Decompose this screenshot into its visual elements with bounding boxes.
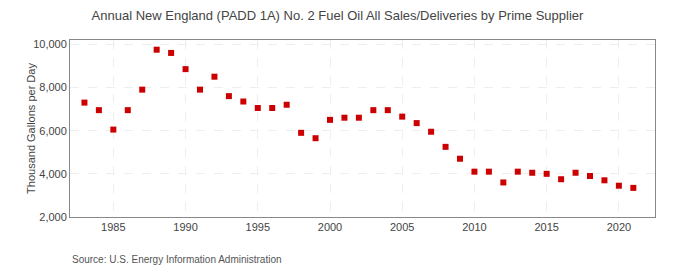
svg-text:Thousand Gallons per Day: Thousand Gallons per Day <box>25 63 37 194</box>
svg-text:1985: 1985 <box>101 221 125 233</box>
svg-text:4,000: 4,000 <box>39 168 67 180</box>
svg-text:Source: U.S. Energy Informatio: Source: U.S. Energy Information Administ… <box>72 254 282 265</box>
svg-text:2015: 2015 <box>534 221 558 233</box>
svg-text:1995: 1995 <box>246 221 270 233</box>
svg-text:2,000: 2,000 <box>39 211 67 223</box>
svg-text:2005: 2005 <box>390 221 414 233</box>
svg-text:2000: 2000 <box>318 221 342 233</box>
svg-text:10,000: 10,000 <box>33 38 67 50</box>
svg-text:Annual New England (PADD 1A) N: Annual New England (PADD 1A) No. 2 Fuel … <box>92 8 584 23</box>
svg-text:1990: 1990 <box>173 221 197 233</box>
svg-text:2020: 2020 <box>607 221 631 233</box>
svg-text:6,000: 6,000 <box>39 125 67 137</box>
svg-text:2010: 2010 <box>462 221 486 233</box>
svg-text:8,000: 8,000 <box>39 81 67 93</box>
